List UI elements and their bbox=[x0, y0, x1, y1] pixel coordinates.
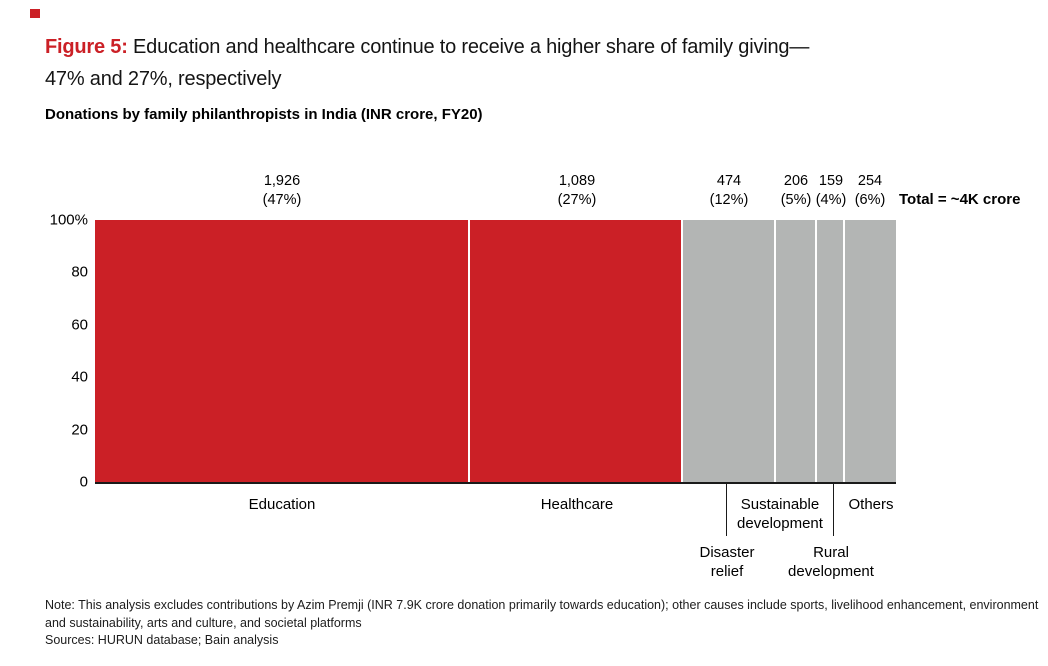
value-label-disaster-relief: 474 (12%) bbox=[709, 173, 749, 208]
mekko-bar bbox=[95, 220, 896, 482]
category-label-disaster-relief: Disaster relief bbox=[699, 544, 755, 580]
figure-number-label: Figure 5: bbox=[45, 36, 128, 58]
chart-subtitle: Donations by family philanthropists in I… bbox=[45, 106, 483, 123]
value-label-healthcare: 1,089 (27%) bbox=[557, 173, 597, 208]
segment-disaster-relief bbox=[683, 220, 776, 482]
category-label-others: Others bbox=[848, 496, 894, 513]
category-label-rural-development: Rural development bbox=[788, 544, 874, 580]
segment-sustainable-development bbox=[776, 220, 817, 482]
total-label: Total = ~4K crore bbox=[899, 191, 1021, 208]
page-corner-mark bbox=[30, 9, 40, 18]
segment-others bbox=[845, 220, 896, 482]
figure-title-line2: 47% and 27%, respectively bbox=[45, 68, 282, 90]
x-axis-line bbox=[95, 482, 896, 484]
leader-line-disaster-relief bbox=[726, 483, 727, 536]
y-tick-60: 60 bbox=[71, 316, 88, 334]
segment-rural-development bbox=[817, 220, 845, 482]
y-tick-100: 100% bbox=[49, 211, 88, 229]
category-label-sustainable-development: Sustainable development bbox=[737, 496, 823, 532]
note-text: Note: This analysis excludes contributio… bbox=[45, 598, 1039, 630]
value-label-rural-development: 159 (4%) bbox=[815, 173, 847, 208]
category-label-education: Education bbox=[248, 496, 316, 513]
footnote: Note: This analysis excludes contributio… bbox=[45, 597, 1045, 650]
y-tick-80: 80 bbox=[71, 263, 88, 281]
leader-line-rural-development bbox=[833, 483, 834, 536]
segment-healthcare bbox=[470, 220, 683, 482]
value-label-others: 254 (6%) bbox=[854, 173, 886, 208]
y-tick-0: 0 bbox=[79, 473, 88, 491]
figure-title-line1: Figure 5: Education and healthcare conti… bbox=[45, 31, 995, 63]
segment-education bbox=[95, 220, 470, 482]
figure-title-text: Education and healthcare continue to rec… bbox=[133, 36, 810, 58]
category-label-healthcare: Healthcare bbox=[540, 496, 614, 513]
value-label-sustainable-development: 206 (5%) bbox=[780, 173, 812, 208]
y-tick-20: 20 bbox=[71, 421, 88, 439]
figure-title: Figure 5: Education and healthcare conti… bbox=[45, 31, 995, 95]
sources-text: Sources: HURUN database; Bain analysis bbox=[45, 633, 279, 647]
y-tick-40: 40 bbox=[71, 368, 88, 386]
value-label-education: 1,926 (47%) bbox=[262, 173, 302, 208]
